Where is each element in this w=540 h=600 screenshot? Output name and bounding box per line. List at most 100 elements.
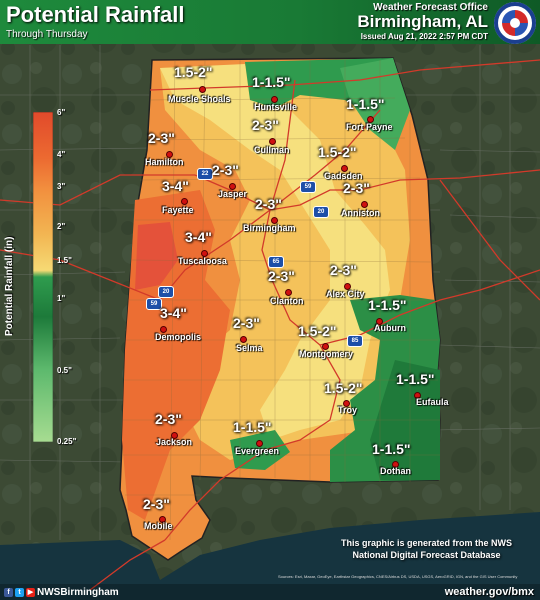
rainfall-amount-label: 3-4" [162, 178, 189, 194]
city-label: Demopolis [155, 332, 202, 342]
city-label: Jackson [156, 437, 193, 447]
city-label: Jasper [218, 189, 248, 199]
data-source-note-line2: National Digital Forecast Database [352, 550, 501, 560]
nws-logo [494, 2, 536, 44]
footer-bar [0, 584, 540, 600]
rainfall-amount-label: 3-4" [160, 305, 187, 321]
highway-shield: 59 [300, 181, 316, 193]
legend-tick: 6" [57, 108, 66, 117]
rainfall-amount-label: 1-1.5" [233, 419, 272, 435]
legend-tick: 0.25" [57, 437, 77, 446]
rainfall-amount-label: 2-3" [143, 496, 170, 512]
city-marker [201, 250, 208, 257]
city-marker [229, 183, 236, 190]
legend-tick: 3" [57, 182, 66, 191]
city-marker [341, 165, 348, 172]
map-credits: Sources: Esri, Maxar, GeoEye, Earthstar … [278, 574, 518, 579]
city-label: Muscle Shoals [168, 94, 231, 104]
rainfall-zone-4-6 [135, 222, 178, 290]
social-links: f t ▶ NWSBirmingham [4, 587, 119, 598]
rainfall-amount-label: 1.5-2" [174, 64, 213, 80]
city-label: Cullman [254, 145, 290, 155]
highway-shield: 20 [313, 206, 329, 218]
city-marker [414, 392, 421, 399]
legend-tick: 1.5" [57, 256, 72, 265]
city-marker [181, 198, 188, 205]
rainfall-amount-label: 2-3" [155, 411, 182, 427]
city-marker [376, 318, 383, 325]
rainfall-amount-label: 1.5-2" [324, 380, 363, 396]
city-label: Gadsden [324, 171, 363, 181]
rainfall-amount-label: 1.5-2" [298, 323, 337, 339]
city-marker [159, 516, 166, 523]
rainfall-amount-label: 1.5-2" [318, 144, 357, 160]
highway-shield: 22 [197, 168, 213, 180]
highway-shield: 59 [146, 298, 162, 310]
youtube-icon[interactable]: ▶ [26, 588, 35, 597]
city-marker [285, 289, 292, 296]
city-label: Eufaula [416, 397, 449, 407]
highway-shield: 85 [347, 335, 363, 347]
legend-tick: 4" [57, 150, 66, 159]
city-label: Huntsville [254, 102, 298, 112]
city-label: Troy [338, 405, 358, 415]
rainfall-amount-label: 2-3" [268, 268, 295, 284]
highway-shield: 65 [268, 256, 284, 268]
city-marker [271, 96, 278, 103]
city-label: Hamilton [145, 157, 184, 167]
legend-title: Potential Rainfall (in) [4, 236, 15, 336]
city-marker [171, 432, 178, 439]
city-marker [392, 461, 399, 468]
rainfall-amount-label: 1-1.5" [346, 96, 385, 112]
city-label: Anniston [341, 208, 380, 218]
rainfall-amount-label: 2-3" [148, 130, 175, 146]
city-label: Fayette [162, 205, 194, 215]
office-location: Birmingham, AL [357, 12, 488, 31]
rainfall-amount-label: 2-3" [330, 262, 357, 278]
rainfall-amount-label: 1-1.5" [396, 371, 435, 387]
rainfall-amount-label: 3-4" [185, 229, 212, 245]
facebook-icon[interactable]: f [4, 588, 13, 597]
city-label: Alex City [326, 289, 365, 299]
rainfall-amount-label: 2-3" [252, 117, 279, 133]
office-name: Weather Forecast Office [373, 2, 488, 13]
page-title: Potential Rainfall [6, 2, 185, 27]
header-bar [0, 0, 540, 44]
twitter-icon[interactable]: t [15, 588, 24, 597]
rainfall-zone-1-1-5-ne [340, 58, 410, 150]
city-label: Tuscaloosa [178, 256, 227, 266]
city-marker [361, 201, 368, 208]
legend-color-bar [33, 112, 53, 442]
legend-tick: 2" [57, 222, 66, 231]
rainfall-amount-label: 2-3" [255, 196, 282, 212]
city-label: Evergreen [235, 446, 280, 456]
city-marker [269, 138, 276, 145]
data-source-note: This graphic is generated from the NWS N… [341, 537, 512, 561]
city-marker [344, 283, 351, 290]
rainfall-zone-1-5-2 [160, 64, 390, 440]
city-label: Fort Payne [346, 122, 393, 132]
issued-timestamp: Issued Aug 21, 2022 2:57 PM CDT [360, 32, 488, 41]
rainfall-amount-label: 1-1.5" [252, 74, 291, 90]
city-label: Mobile [144, 521, 173, 531]
city-label: Clanton [270, 296, 304, 306]
legend-tick: 0.5" [57, 366, 72, 375]
social-handle[interactable]: NWSBirmingham [37, 587, 119, 598]
legend-tick: 1" [57, 294, 66, 303]
city-marker [166, 151, 173, 158]
city-marker [199, 86, 206, 93]
rainfall-amount-label: 1-1.5" [372, 441, 411, 457]
city-marker [240, 336, 247, 343]
data-source-note-line1: This graphic is generated from the NWS [340, 538, 512, 548]
rainfall-amount-label: 2-3" [212, 162, 239, 178]
city-marker [160, 326, 167, 333]
city-label: Dothan [380, 466, 411, 476]
website-link[interactable]: weather.gov/bmx [444, 586, 534, 598]
gulf-water [0, 512, 540, 600]
rainfall-amount-label: 2-3" [233, 315, 260, 331]
city-marker [271, 217, 278, 224]
city-marker [367, 116, 374, 123]
page-subtitle: Through Thursday [6, 29, 88, 40]
